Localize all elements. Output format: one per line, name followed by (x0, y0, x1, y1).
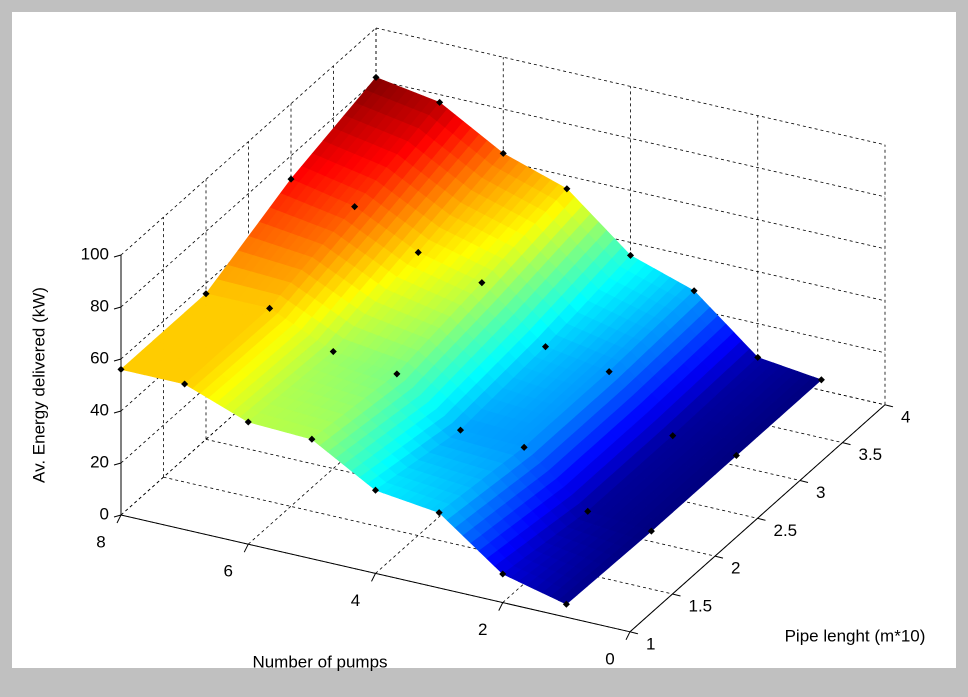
data-point (393, 370, 401, 378)
data-point (520, 443, 528, 451)
data-point (584, 507, 592, 515)
x-tick (371, 573, 376, 582)
data-point (562, 600, 570, 608)
data-point (202, 290, 210, 298)
x-tick-label: 4 (351, 591, 360, 610)
data-point (181, 380, 189, 388)
y-tick-label: 2.5 (774, 521, 798, 540)
y-tick-label: 3 (816, 483, 825, 502)
z-tick-label: 20 (90, 452, 109, 471)
y-tick-label: 1.5 (689, 596, 713, 615)
data-point (436, 98, 444, 106)
z-tick (113, 306, 122, 310)
data-point (669, 432, 677, 440)
data-point (478, 279, 486, 287)
z-tick (113, 254, 122, 258)
data-point (435, 509, 443, 517)
y-tick (714, 555, 724, 559)
data-point (754, 353, 762, 361)
y-tick (842, 442, 851, 446)
data-point (351, 203, 359, 211)
data-point (329, 347, 337, 356)
data-point (308, 435, 316, 443)
data-point (371, 486, 380, 494)
y-tick (884, 404, 894, 408)
x-tick (116, 514, 122, 524)
z-tick-label: 80 (90, 296, 109, 315)
data-point (563, 185, 571, 193)
data-point (414, 248, 422, 257)
z-tick-label: 40 (90, 400, 109, 419)
grid-line (120, 27, 377, 256)
z-tick (113, 514, 122, 518)
y-tick-label: 4 (901, 407, 910, 426)
z-tick (113, 462, 122, 466)
x-axis-label: Number of pumps (252, 652, 387, 671)
x-tick-label: 2 (478, 620, 487, 639)
data-point (266, 304, 274, 312)
x-axis (120, 514, 631, 633)
data-point (244, 418, 252, 426)
data-point (626, 251, 635, 259)
surface-patch (557, 591, 578, 605)
y-tick (672, 593, 681, 597)
data-point (817, 376, 825, 384)
data-point (287, 175, 295, 183)
y-tick (799, 479, 809, 483)
x-tick-label: 8 (96, 532, 105, 551)
data-point (499, 570, 507, 578)
y-tick-label: 3.5 (859, 445, 883, 464)
x-tick (625, 631, 631, 641)
y-tick-label: 1 (646, 634, 655, 653)
y-tick (757, 517, 766, 521)
data-point (456, 426, 465, 434)
data-point (690, 287, 698, 295)
y-axis (629, 404, 886, 633)
x-tick-label: 0 (605, 649, 614, 668)
data-point (499, 149, 507, 157)
data-point (372, 73, 380, 81)
x-tick-label: 6 (224, 562, 233, 581)
y-axis-label: Pipe lenght (m*10) (785, 626, 926, 645)
z-tick-label: 0 (100, 504, 109, 523)
y-tick (629, 631, 639, 635)
y-tick-label: 2 (731, 559, 740, 578)
surface (117, 73, 825, 608)
data-point (541, 343, 550, 351)
z-tick (113, 358, 122, 362)
z-tick-label: 60 (90, 348, 109, 367)
x-tick (243, 543, 249, 553)
z-axis-label: Av. Energy delivered (kW) (29, 287, 48, 483)
z-tick (113, 410, 122, 414)
grid-line (120, 79, 377, 308)
data-point (647, 527, 655, 535)
data-point (605, 368, 613, 376)
x-tick (498, 602, 504, 611)
z-tick-label: 100 (81, 244, 109, 263)
data-point (732, 451, 740, 460)
